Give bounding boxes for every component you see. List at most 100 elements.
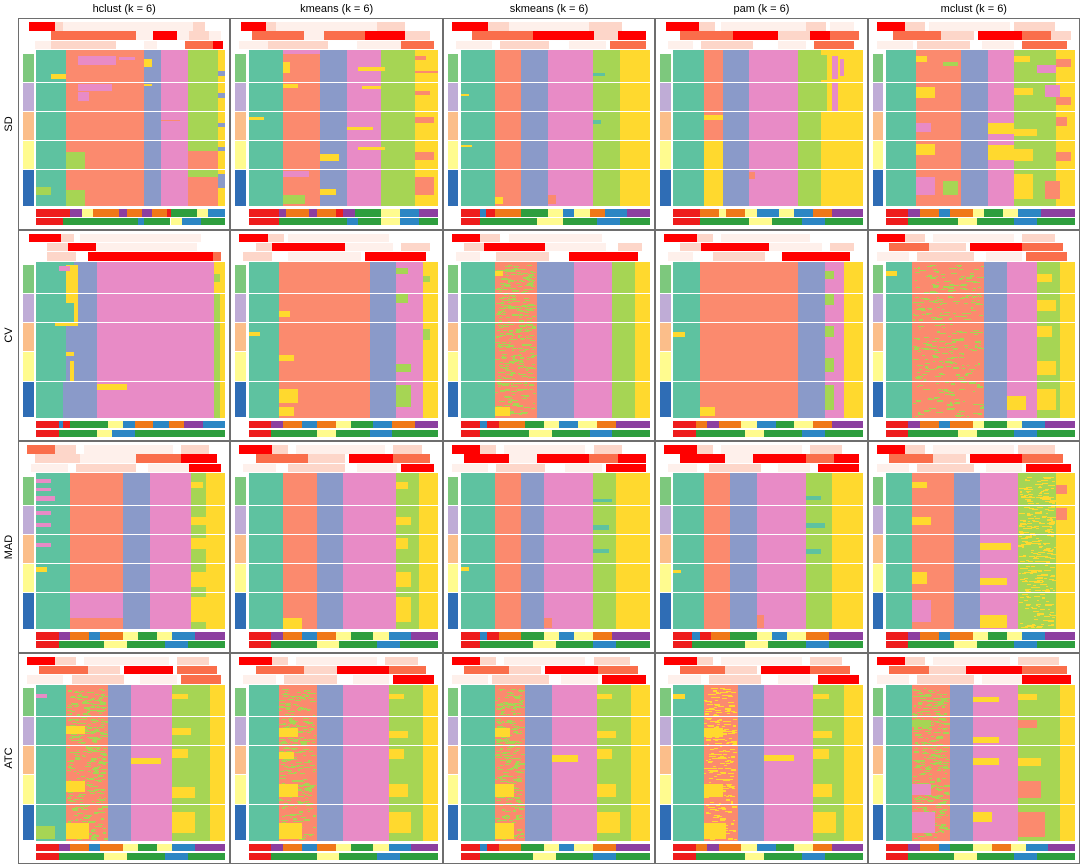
matrix-speckle	[95, 704, 102, 706]
matrix-speckle	[715, 810, 719, 812]
matrix-cluster-block	[460, 804, 495, 841]
consensus-matrix[interactable]	[885, 265, 1075, 419]
consensus-matrix[interactable]	[460, 688, 651, 842]
consensus-matrix[interactable]	[248, 53, 438, 207]
matrix-cluster-block	[460, 111, 495, 141]
consensus-matrix[interactable]	[36, 476, 226, 630]
consensus-matrix[interactable]	[885, 53, 1075, 207]
consensus-matrix[interactable]	[36, 688, 226, 842]
matrix-subcluster-patch	[756, 614, 765, 628]
bottom-anno-segment	[794, 420, 814, 429]
consensus-matrix[interactable]	[673, 53, 863, 207]
bottom-annotation-bands	[248, 209, 438, 226]
matrix-speckle	[919, 799, 924, 801]
matrix-speckle	[73, 752, 80, 754]
matrix-cluster-block	[422, 294, 438, 323]
matrix-speckle	[283, 726, 287, 729]
consensus-matrix[interactable]	[248, 476, 438, 630]
pvalue-segment	[364, 252, 426, 261]
panel-MAD-kmeans[interactable]	[230, 441, 443, 653]
matrix-cluster-block	[108, 804, 131, 841]
bottom-band-2	[248, 852, 438, 860]
matrix-subcluster-patch	[980, 543, 1011, 551]
matrix-cluster-block	[187, 111, 218, 141]
panel-ATC-pam[interactable]	[655, 652, 868, 864]
matrix-speckle	[520, 719, 524, 721]
matrix-speckle	[495, 392, 498, 393]
bottom-anno-segment	[1037, 429, 1075, 437]
panel-CV-hclust[interactable]	[18, 229, 231, 441]
panel-MAD-hclust[interactable]	[18, 441, 231, 653]
matrix-speckle	[727, 721, 731, 723]
matrix-speckle	[924, 298, 930, 300]
matrix-speckle	[934, 739, 940, 741]
row-anno-block-4	[660, 775, 671, 804]
row-class-annotation	[447, 688, 459, 841]
pvalue-segment	[213, 252, 222, 261]
matrix-speckle	[916, 765, 921, 767]
matrix-speckle	[1044, 498, 1051, 500]
panel-CV-mclust[interactable]	[867, 229, 1080, 441]
panel-CV-skmeans[interactable]	[442, 229, 656, 441]
consensus-matrix[interactable]	[248, 688, 438, 842]
matrix-cluster-block	[248, 294, 279, 323]
row-anno-block-3	[23, 111, 34, 140]
panel-ATC-mclust[interactable]	[867, 652, 1080, 864]
consensus-matrix[interactable]	[460, 53, 651, 207]
row-class-annotation	[23, 688, 34, 841]
matrix-speckle	[514, 770, 521, 772]
class-strip-segment	[824, 261, 844, 266]
matrix-speckle	[720, 755, 724, 757]
panel-SD-pam[interactable]	[655, 18, 868, 230]
matrix-cluster-block	[885, 505, 913, 534]
pvalue-segment	[830, 31, 859, 40]
matrix-speckle	[74, 754, 77, 756]
matrix-subcluster-patch	[593, 548, 609, 553]
matrix-row-group-4	[673, 563, 863, 593]
pvalue-band-2	[23, 242, 226, 252]
matrix-subcluster-patch	[66, 822, 90, 840]
panel-ATC-kmeans[interactable]	[230, 652, 443, 864]
matrix-speckle	[723, 757, 728, 759]
panel-CV-kmeans[interactable]	[230, 229, 443, 441]
consensus-matrix[interactable]	[673, 688, 863, 842]
panel-MAD-mclust[interactable]	[867, 441, 1080, 653]
consensus-matrix[interactable]	[885, 688, 1075, 842]
panel-CV-pam[interactable]	[655, 229, 868, 441]
consensus-matrix[interactable]	[460, 476, 651, 630]
panel-ATC-hclust[interactable]	[18, 652, 231, 864]
consensus-matrix[interactable]	[885, 476, 1075, 630]
pvalue-segment	[405, 31, 430, 40]
panel-SD-skmeans[interactable]	[442, 18, 656, 230]
matrix-speckle	[301, 709, 305, 711]
matrix-speckle	[1026, 512, 1030, 514]
matrix-speckle	[502, 353, 507, 355]
matrix-speckle	[930, 276, 936, 278]
matrix-speckle	[716, 779, 723, 781]
panel-SD-mclust[interactable]	[867, 18, 1080, 230]
consensus-matrix[interactable]	[36, 265, 226, 419]
matrix-speckle	[951, 272, 956, 275]
matrix-speckle	[305, 793, 308, 795]
panel-SD-kmeans[interactable]	[230, 18, 443, 230]
matrix-speckle	[518, 700, 524, 702]
matrix-speckle	[733, 729, 737, 731]
consensus-matrix[interactable]	[248, 265, 438, 419]
matrix-row-group-4	[248, 775, 438, 804]
panel-MAD-skmeans[interactable]	[442, 441, 656, 653]
matrix-speckle	[1049, 521, 1055, 523]
matrix-subcluster-patch	[36, 487, 52, 491]
matrix-speckle	[306, 740, 311, 743]
consensus-matrix[interactable]	[36, 53, 226, 207]
consensus-matrix[interactable]	[673, 265, 863, 419]
panel-ATC-skmeans[interactable]	[442, 652, 656, 864]
consensus-matrix[interactable]	[460, 265, 651, 419]
panel-MAD-pam[interactable]	[655, 441, 868, 653]
matrix-cluster-block	[798, 352, 825, 381]
matrix-cluster-block	[798, 265, 825, 294]
panel-SD-hclust[interactable]	[18, 18, 231, 230]
consensus-matrix[interactable]	[673, 476, 863, 630]
matrix-speckle	[1049, 552, 1053, 554]
matrix-speckle	[502, 309, 506, 311]
matrix-speckle	[503, 323, 510, 326]
